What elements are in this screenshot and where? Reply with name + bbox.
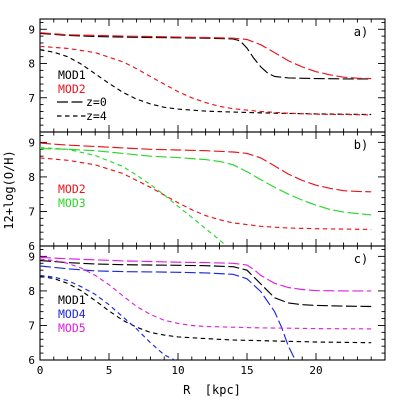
series-line-mod3-z0 [40, 148, 372, 216]
y-tick-label: 7 [28, 92, 35, 105]
series-group [40, 142, 372, 246]
y-tick-label: 8 [28, 285, 35, 298]
legend-mod3: MOD3 [58, 196, 86, 210]
redshift-key-label: z=0 [86, 95, 107, 109]
redshift-key-label: z=4 [86, 109, 107, 123]
y-tick-label: 6 [28, 240, 35, 253]
series-line-mod2-z0 [40, 142, 372, 193]
series-line-mod4-z0 [40, 265, 296, 360]
series-group [40, 32, 372, 116]
legend-mod2: MOD2 [58, 82, 86, 96]
y-tick-label: 8 [28, 171, 35, 184]
legend-mod1: MOD1 [58, 68, 86, 82]
panel-label: c) [354, 252, 368, 266]
legend-mod1: MOD1 [58, 293, 86, 307]
series-line-mod5-z0 [40, 256, 372, 292]
panel-frame [39, 245, 386, 361]
y-tick-label: 9 [28, 250, 35, 263]
series-line-mod2-z0 [40, 32, 372, 80]
panel-label: a) [354, 25, 368, 39]
series-line-mod4-z4 [40, 274, 176, 360]
y-tick-label: 9 [28, 23, 35, 36]
legend-mod5: MOD5 [58, 321, 86, 335]
y-tick-label: 7 [28, 205, 35, 218]
series-line-mod1-z4 [40, 275, 372, 344]
y-tick-label: 8 [28, 58, 35, 71]
series-line-mod2-z4 [40, 157, 372, 230]
legend-mod4: MOD4 [58, 307, 86, 321]
x-tick-label: 15 [240, 364, 253, 377]
x-axis-title: R [kpc] [183, 383, 241, 397]
y-tick-label: 6 [28, 354, 35, 367]
panel-label: b) [354, 138, 368, 152]
legend-mod2: MOD2 [58, 182, 86, 196]
y-axis-title: 12+log(O/H) [2, 150, 16, 229]
series-line-mod1-z0 [40, 259, 372, 308]
y-tick-label: 7 [28, 319, 35, 332]
y-tick-label: 9 [28, 136, 35, 149]
series-line-mod3-z4 [40, 146, 227, 246]
series-group [40, 256, 372, 360]
x-tick-label: 10 [171, 364, 184, 377]
series-line-mod2-z4 [40, 45, 372, 116]
series-line-mod1-z0 [40, 32, 372, 80]
x-tick-label: 0 [37, 364, 44, 377]
x-tick-label: 5 [106, 364, 113, 377]
series-line-mod5-z4 [40, 258, 372, 330]
x-tick-label: 20 [309, 364, 322, 377]
series-line-mod1-z4 [40, 49, 372, 116]
